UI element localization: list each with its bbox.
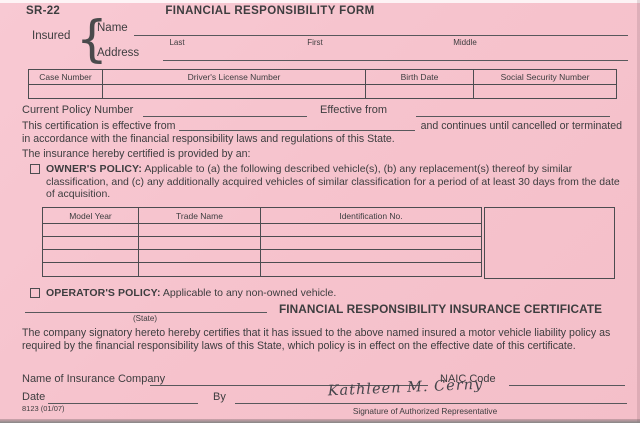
signature-caption: Signature of Authorized Representative [352, 406, 498, 416]
vehicle-cell[interactable] [139, 237, 261, 250]
vehicle-cell[interactable] [261, 237, 481, 250]
provided-by-text: The insurance hereby certified is provid… [22, 148, 251, 160]
owners-policy-section: OWNER'S POLICY: Applicable to (a) the fo… [30, 163, 622, 201]
effective-from-field[interactable] [416, 103, 610, 117]
certification-line2: in accordance with the financial respons… [22, 133, 395, 145]
operators-policy-section: OPERATOR'S POLICY: Applicable to any non… [30, 287, 622, 300]
vehicle-cell[interactable] [139, 224, 261, 237]
form-code: SR-22 [26, 5, 61, 17]
name-sublabel-last: Last [169, 38, 185, 47]
photo-bottom-edge [0, 419, 640, 423]
ssn-field[interactable] [474, 85, 616, 98]
drivers-license-field[interactable] [103, 85, 366, 98]
state-field[interactable] [25, 300, 267, 313]
vehicle-cell[interactable] [43, 224, 139, 237]
signature-field[interactable] [235, 390, 627, 404]
date-label: Date [22, 391, 46, 403]
vehicle-cell[interactable] [43, 263, 139, 276]
id-table-header-birth-date: Birth Date [366, 70, 474, 85]
form-title: FINANCIAL RESPONSIBILITY FORM [165, 5, 375, 17]
effective-from-label: Effective from [320, 104, 388, 116]
case-number-field[interactable] [29, 85, 103, 98]
date-field[interactable] [48, 390, 198, 404]
vehicle-cell[interactable] [139, 263, 261, 276]
name-sublabel-first: First [307, 38, 323, 47]
name-sublabel-middle: Middle [453, 38, 477, 47]
photo-right-edge [637, 0, 640, 423]
vehicle-cell[interactable] [43, 250, 139, 263]
vehicle-cell[interactable] [261, 250, 481, 263]
vehicle-header-trade-name: Trade Name [139, 208, 261, 224]
owners-policy-label: OWNER'S POLICY: [46, 163, 142, 175]
state-sublabel: (State) [132, 314, 157, 323]
form-number: 8123 (01/07) [22, 404, 65, 413]
insurance-company-label: Name of Insurance Company [22, 373, 166, 385]
operators-policy-text: OPERATOR'S POLICY: Applicable to any non… [46, 287, 336, 300]
operators-policy-description: Applicable to any non-owned vehicle. [160, 287, 337, 299]
certification-line1-prefix: This certification is effective from [22, 120, 176, 132]
birth-date-field[interactable] [366, 85, 474, 98]
vehicle-header-model-year: Model Year [43, 208, 139, 224]
owners-policy-text: OWNER'S POLICY: Applicable to (a) the fo… [46, 163, 622, 201]
owners-policy-description: Applicable to (a) the following describe… [46, 163, 620, 201]
vehicle-table: Model Year Trade Name Identification No. [42, 207, 482, 277]
operators-policy-label: OPERATOR'S POLICY: [46, 287, 161, 299]
vehicle-cell[interactable] [261, 263, 481, 276]
insurance-certificate-title: FINANCIAL RESPONSIBILITY INSURANCE CERTI… [279, 302, 603, 316]
identification-table: Case Number Driver's License Number Birt… [28, 69, 617, 99]
id-table-header-ssn: Social Security Number [474, 70, 616, 85]
current-policy-number-field[interactable] [143, 103, 307, 117]
certification-line1: This certification is effective from and… [22, 120, 622, 132]
insured-address-field[interactable] [163, 47, 628, 61]
vehicle-cell[interactable] [261, 224, 481, 237]
insured-address-label: Address [97, 47, 140, 59]
by-label: By [213, 391, 226, 403]
naic-code-label: NAIC Code [440, 373, 496, 385]
insurance-company-field[interactable] [150, 372, 428, 386]
insured-name-field[interactable] [134, 22, 628, 36]
id-table-header-case-number: Case Number [29, 70, 103, 85]
vehicle-cell[interactable] [139, 250, 261, 263]
certification-line1-suffix: and continues until cancelled or termina… [420, 120, 622, 132]
naic-code-field[interactable] [509, 372, 625, 386]
certificate-body-text: The company signatory hereto hereby cert… [22, 327, 611, 352]
current-policy-number-label: Current Policy Number [22, 104, 134, 116]
vehicle-header-identification-no: Identification No. [261, 208, 481, 224]
certification-effective-date-field[interactable] [179, 130, 415, 131]
vehicle-cell[interactable] [43, 237, 139, 250]
insured-label: Insured [32, 30, 71, 42]
operators-policy-checkbox[interactable] [30, 288, 40, 298]
insured-name-label: Name [97, 22, 128, 34]
owners-policy-checkbox[interactable] [30, 164, 40, 174]
id-table-header-drivers-license: Driver's License Number [103, 70, 366, 85]
insured-brace: { [76, 10, 108, 68]
photo-top-edge [0, 0, 640, 3]
vehicle-table-side-box[interactable] [484, 207, 615, 279]
